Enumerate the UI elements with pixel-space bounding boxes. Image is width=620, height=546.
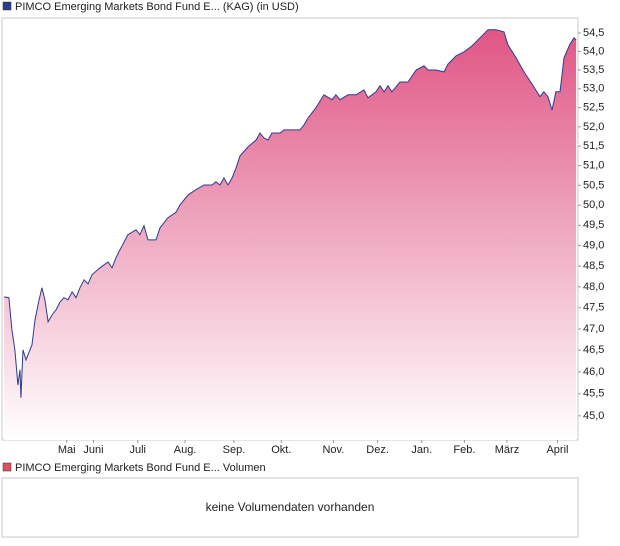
y-tick-label: 46,5: [583, 344, 604, 356]
y-tick-label: 49,0: [583, 240, 604, 252]
x-tick-label: Nov.: [322, 444, 344, 456]
y-tick-label: 53,0: [583, 83, 604, 95]
y-tick-label: 54,0: [583, 45, 604, 57]
x-tick-label: Jan.: [411, 444, 432, 456]
x-tick-label: April: [546, 444, 568, 456]
legend-swatch: [2, 1, 12, 11]
x-tick-label: Feb.: [453, 444, 475, 456]
y-tick-label: 52,0: [583, 121, 604, 133]
volume-legend-swatch: [2, 462, 12, 472]
y-tick-label: 47,0: [583, 323, 604, 335]
y-tick-label: 48,0: [583, 281, 604, 293]
volume-frame: [1, 477, 579, 538]
y-tick-label: 54,5: [583, 27, 604, 39]
volume-legend-label: PIMCO Emerging Markets Bond Fund E... Vo…: [15, 462, 266, 474]
x-tick-label: März: [495, 444, 519, 456]
x-tick-label: Dez.: [366, 444, 389, 456]
legend-label: PIMCO Emerging Markets Bond Fund E... (K…: [15, 1, 299, 13]
y-tick-label: 50,5: [583, 179, 604, 191]
y-tick-label: 45,5: [583, 388, 604, 400]
volume-message: keine Volumendaten vorhanden: [206, 500, 375, 514]
y-tick-label: 45,0: [583, 410, 604, 422]
y-tick-label: 53,5: [583, 64, 604, 76]
y-tick-label: 46,0: [583, 366, 604, 378]
y-tick-label: 49,5: [583, 219, 604, 231]
x-tick-label: Juli: [129, 444, 146, 456]
x-tick-label: Juni: [83, 444, 103, 456]
x-tick-label: Mai: [58, 444, 76, 456]
y-tick-label: 47,5: [583, 302, 604, 314]
y-tick-label: 52,5: [583, 102, 604, 114]
y-tick-label: 48,5: [583, 260, 604, 272]
x-tick-label: Aug.: [174, 444, 197, 456]
y-tick-label: 51,5: [583, 140, 604, 152]
y-tick-label: 51,0: [583, 160, 604, 172]
x-tick-label: Okt.: [271, 444, 291, 456]
y-tick-label: 50,0: [583, 199, 604, 211]
x-tick-label: Sep.: [223, 444, 246, 456]
area-fill: [4, 29, 577, 440]
price-line: [4, 29, 577, 398]
